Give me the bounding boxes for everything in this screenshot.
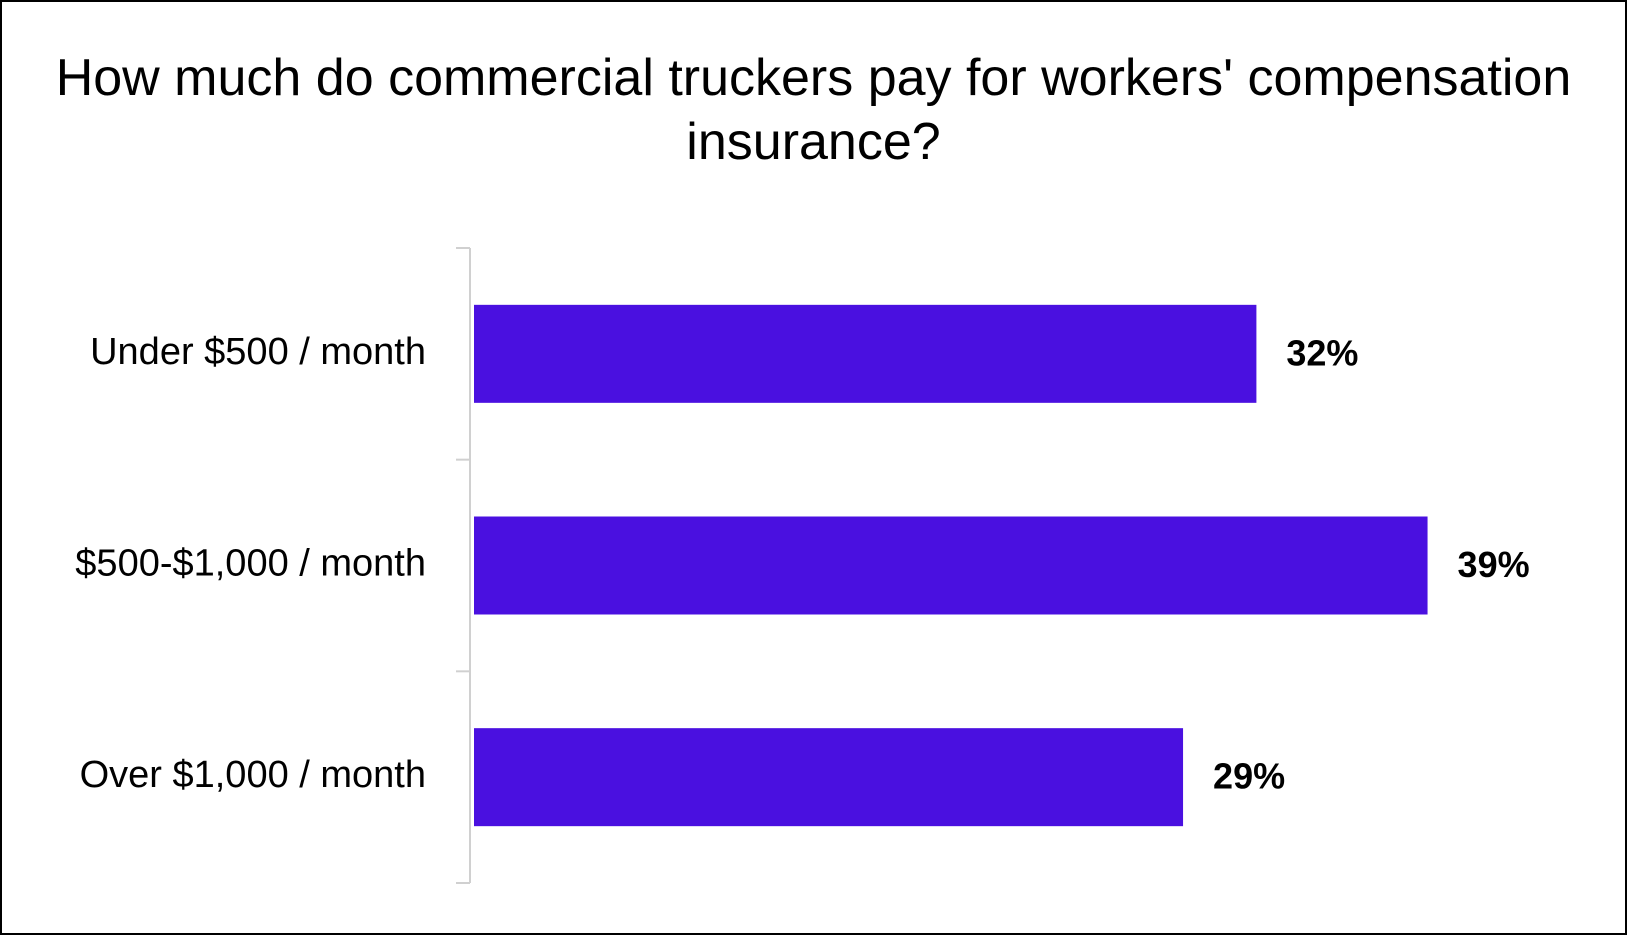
category-label: $500-$1,000 / month: [75, 543, 426, 585]
category-label: Over $1,000 / month: [80, 754, 426, 796]
data-label: 32%: [1286, 332, 1358, 373]
axis-layer: [456, 247, 471, 884]
data-label: 39%: [1458, 544, 1530, 585]
bar-2: [474, 516, 1428, 615]
data-label: 29%: [1213, 756, 1285, 797]
bar-1: [474, 304, 1257, 403]
bars-layer: [474, 304, 1428, 827]
chart-title: How much do commercial truckers pay for …: [55, 49, 1572, 171]
labels-layer: Under $500 / month 32% $500-$1,000 / month…: [75, 331, 1529, 797]
bar-3: [474, 728, 1184, 827]
category-label: Under $500 / month: [90, 331, 426, 373]
